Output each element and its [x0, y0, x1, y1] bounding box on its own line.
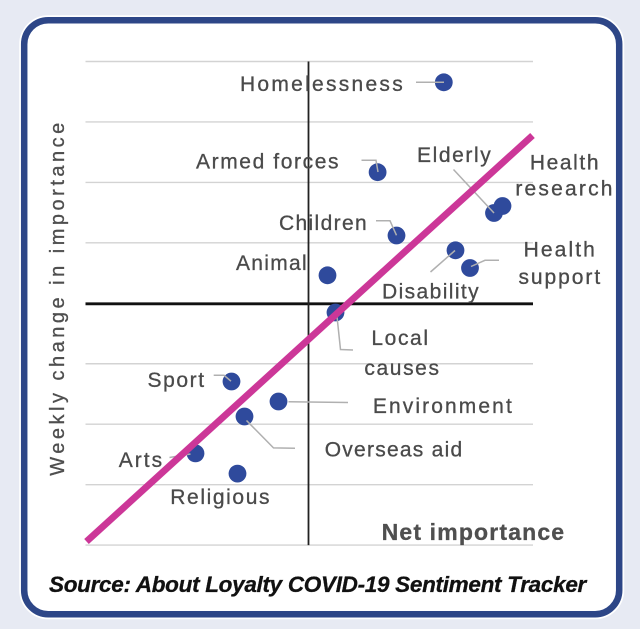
svg-text:Health: Health — [524, 238, 597, 261]
svg-text:Elderly: Elderly — [417, 144, 492, 167]
svg-text:Environment: Environment — [373, 395, 514, 418]
svg-text:Animal: Animal — [236, 252, 308, 275]
svg-text:Weekly change in importance: Weekly change in importance — [47, 119, 69, 476]
svg-text:research: research — [515, 178, 614, 201]
svg-text:Children: Children — [279, 212, 368, 235]
svg-text:Sport: Sport — [148, 369, 206, 392]
svg-text:support: support — [518, 266, 602, 289]
svg-text:Armed forces: Armed forces — [196, 150, 340, 173]
svg-text:Health: Health — [530, 152, 600, 175]
svg-text:Disability: Disability — [382, 281, 480, 304]
svg-text:Overseas aid: Overseas aid — [325, 439, 464, 462]
svg-text:Local: Local — [371, 327, 429, 350]
svg-text:Religious: Religious — [170, 486, 271, 509]
svg-text:Net importance: Net importance — [382, 519, 566, 545]
svg-text:Homelessness: Homelessness — [240, 73, 405, 96]
svg-text:Source: About Loyalty COVID-19: Source: About Loyalty COVID-19 Sentiment… — [49, 572, 588, 597]
svg-text:Arts: Arts — [119, 449, 164, 472]
svg-text:causes: causes — [364, 357, 440, 380]
